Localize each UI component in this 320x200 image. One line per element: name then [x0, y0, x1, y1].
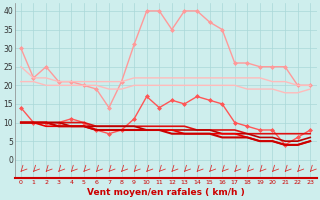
X-axis label: Vent moyen/en rafales ( km/h ): Vent moyen/en rafales ( km/h ) — [87, 188, 244, 197]
